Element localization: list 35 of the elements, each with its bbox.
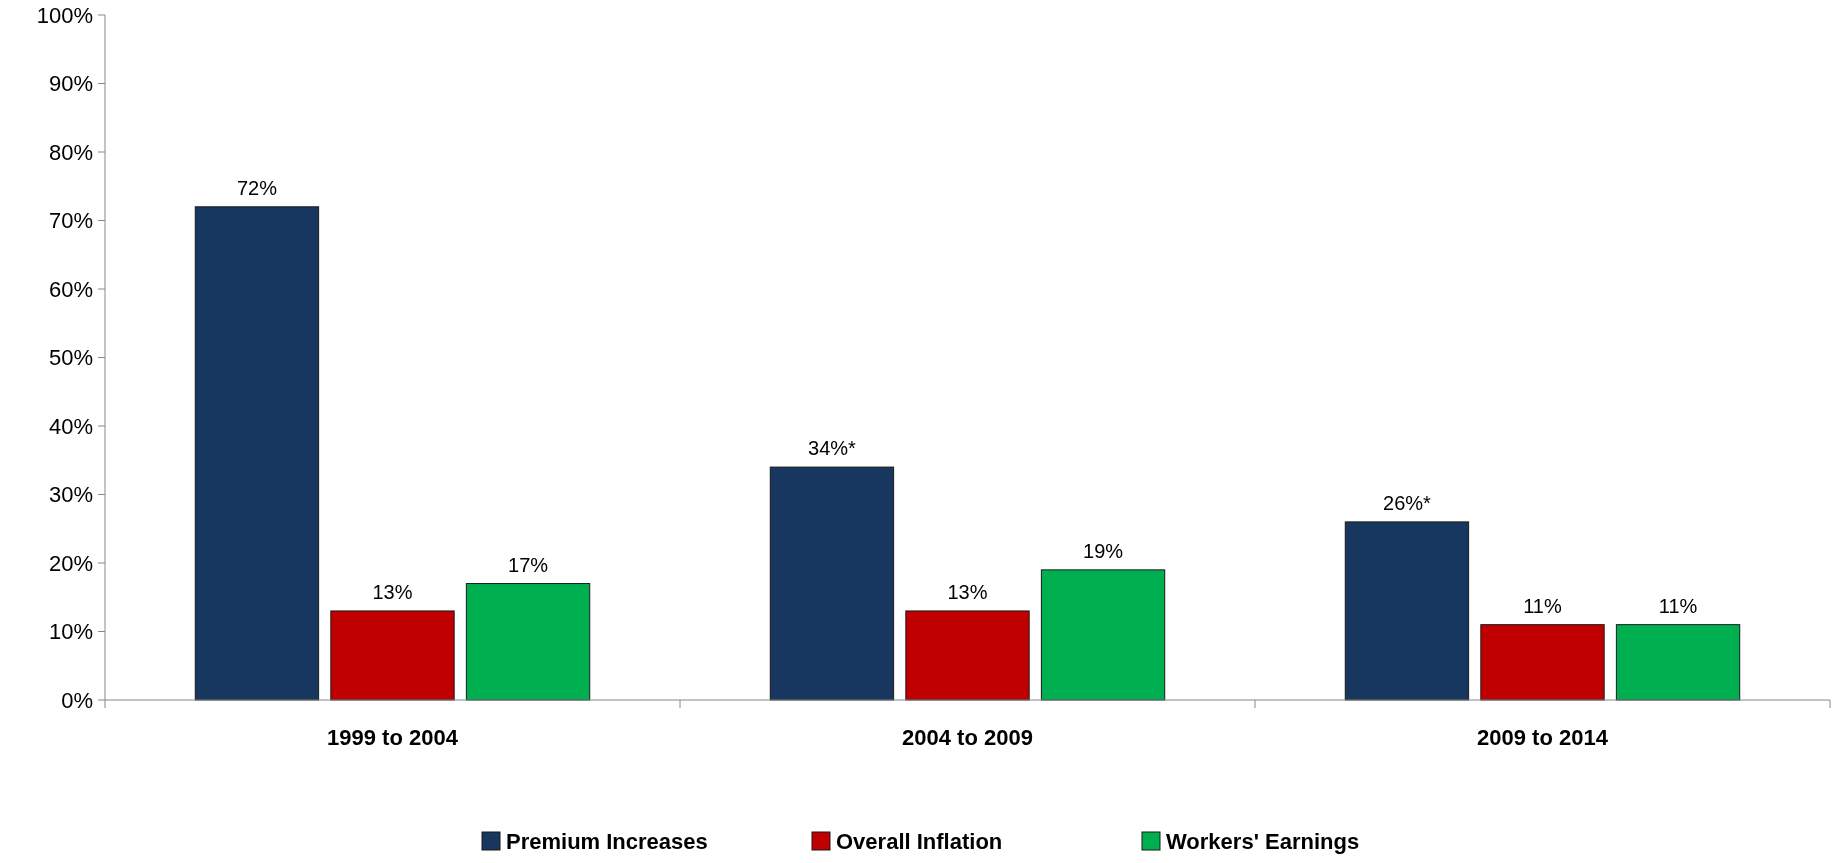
data-label: 11% (1658, 594, 1698, 617)
bar (465, 583, 591, 701)
bar (1615, 624, 1741, 701)
y-tick-label: 20% (48, 550, 93, 576)
legend-label: Workers' Earnings (1166, 828, 1360, 854)
y-tick-label: 10% (48, 619, 93, 645)
y-tick-label: 90% (48, 71, 93, 97)
x-tick-label: 2004 to 2009 (902, 725, 1033, 750)
legend-label: Premium Increases (506, 828, 708, 854)
data-label: 26%* (1383, 491, 1432, 514)
data-label: 72% (236, 176, 278, 199)
bar (1040, 569, 1166, 701)
bar (769, 466, 895, 701)
bar (330, 610, 455, 701)
y-tick-label: 80% (48, 139, 93, 165)
data-label: 19% (1083, 539, 1124, 562)
bar (194, 206, 320, 701)
y-tick-label: 70% (48, 208, 93, 234)
y-tick-label: 100% (36, 2, 93, 28)
legend-label: Overall Inflation (836, 828, 1003, 854)
x-tick-label: 1999 to 2004 (327, 725, 459, 750)
y-tick-label: 30% (48, 482, 93, 508)
bar (905, 610, 1030, 701)
data-label: 34%* (808, 437, 857, 460)
data-label: 13% (372, 580, 413, 603)
bar (1344, 521, 1470, 701)
bar (1480, 624, 1605, 701)
y-tick-label: 0% (61, 687, 93, 713)
y-tick-label: 50% (48, 345, 93, 371)
data-label: 17% (508, 553, 549, 576)
x-tick-label: 2009 to 2014 (1477, 725, 1609, 750)
data-label: 13% (947, 580, 988, 603)
y-tick-label: 40% (48, 413, 93, 439)
data-label: 11% (1523, 594, 1562, 617)
y-tick-label: 60% (48, 276, 93, 302)
